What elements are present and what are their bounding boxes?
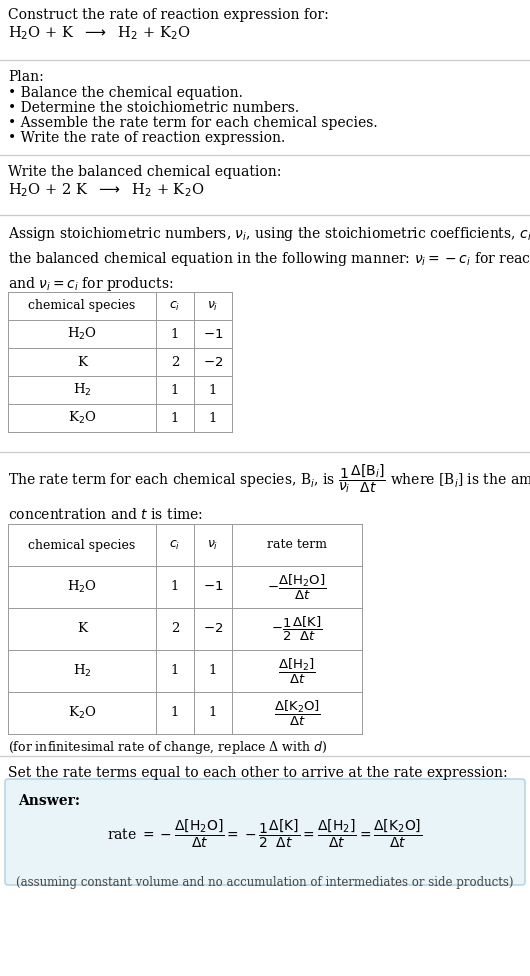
Text: $-1$: $-1$ — [203, 328, 223, 341]
Text: 1: 1 — [209, 384, 217, 396]
Text: (assuming constant volume and no accumulation of intermediates or side products): (assuming constant volume and no accumul… — [16, 876, 514, 889]
Text: chemical species: chemical species — [29, 300, 136, 312]
Text: Set the rate terms equal to each other to arrive at the rate expression:: Set the rate terms equal to each other t… — [8, 766, 508, 780]
Text: H$_2$O: H$_2$O — [67, 326, 97, 342]
Text: 1: 1 — [171, 707, 179, 719]
Text: H$_2$O: H$_2$O — [67, 579, 97, 595]
Text: 1: 1 — [171, 581, 179, 593]
Text: 1: 1 — [171, 665, 179, 677]
FancyBboxPatch shape — [5, 779, 525, 885]
Text: $-\dfrac{1}{2}\dfrac{\Delta[\mathrm{K}]}{\Delta t}$: $-\dfrac{1}{2}\dfrac{\Delta[\mathrm{K}]}… — [271, 615, 323, 643]
Text: Write the balanced chemical equation:: Write the balanced chemical equation: — [8, 165, 281, 179]
Text: $\dfrac{\Delta[\mathrm{K_2O}]}{\Delta t}$: $\dfrac{\Delta[\mathrm{K_2O}]}{\Delta t}… — [273, 699, 321, 728]
Text: The rate term for each chemical species, B$_i$, is $\dfrac{1}{\nu_i}\dfrac{\Delt: The rate term for each chemical species,… — [8, 462, 530, 522]
Text: Assign stoichiometric numbers, $\nu_i$, using the stoichiometric coefficients, $: Assign stoichiometric numbers, $\nu_i$, … — [8, 225, 530, 294]
Text: 1: 1 — [209, 707, 217, 719]
Text: $c_i$: $c_i$ — [170, 300, 181, 312]
Text: 1: 1 — [209, 665, 217, 677]
Text: $-\dfrac{\Delta[\mathrm{H_2O}]}{\Delta t}$: $-\dfrac{\Delta[\mathrm{H_2O}]}{\Delta t… — [267, 572, 326, 601]
Text: H$_2$O + 2 K  $\longrightarrow$  H$_2$ + K$_2$O: H$_2$O + 2 K $\longrightarrow$ H$_2$ + K… — [8, 181, 204, 199]
Text: K: K — [77, 623, 87, 635]
Text: K$_2$O: K$_2$O — [68, 705, 96, 721]
Text: 2: 2 — [171, 355, 179, 369]
Text: K$_2$O: K$_2$O — [68, 410, 96, 427]
Text: 1: 1 — [171, 412, 179, 425]
Text: Plan:: Plan: — [8, 70, 44, 84]
Text: H$_2$: H$_2$ — [73, 382, 91, 398]
Text: (for infinitesimal rate of change, replace Δ with $d$): (for infinitesimal rate of change, repla… — [8, 739, 328, 756]
Text: $-2$: $-2$ — [203, 355, 223, 369]
Text: H$_2$O + K  $\longrightarrow$  H$_2$ + K$_2$O: H$_2$O + K $\longrightarrow$ H$_2$ + K$_… — [8, 24, 190, 42]
Text: $-2$: $-2$ — [203, 623, 223, 635]
Text: $\nu_i$: $\nu_i$ — [207, 539, 219, 551]
Text: • Assemble the rate term for each chemical species.: • Assemble the rate term for each chemic… — [8, 116, 377, 130]
Text: $\dfrac{\Delta[\mathrm{H_2}]}{\Delta t}$: $\dfrac{\Delta[\mathrm{H_2}]}{\Delta t}$ — [278, 657, 316, 685]
Text: $\nu_i$: $\nu_i$ — [207, 300, 219, 312]
Text: Answer:: Answer: — [18, 794, 80, 808]
Text: $-1$: $-1$ — [203, 581, 223, 593]
Text: 1: 1 — [209, 412, 217, 425]
Text: • Write the rate of reaction expression.: • Write the rate of reaction expression. — [8, 131, 285, 145]
Text: Construct the rate of reaction expression for:: Construct the rate of reaction expressio… — [8, 8, 329, 22]
Text: H$_2$: H$_2$ — [73, 663, 91, 679]
Text: chemical species: chemical species — [29, 539, 136, 551]
Text: $c_i$: $c_i$ — [170, 539, 181, 551]
Text: 2: 2 — [171, 623, 179, 635]
Text: • Balance the chemical equation.: • Balance the chemical equation. — [8, 86, 243, 100]
Text: K: K — [77, 355, 87, 369]
Text: rate $= -\dfrac{\Delta[\mathrm{H_2O}]}{\Delta t} = -\dfrac{1}{2}\dfrac{\Delta[\m: rate $= -\dfrac{\Delta[\mathrm{H_2O}]}{\… — [107, 818, 423, 850]
Text: • Determine the stoichiometric numbers.: • Determine the stoichiometric numbers. — [8, 101, 299, 115]
Text: 1: 1 — [171, 384, 179, 396]
Text: 1: 1 — [171, 328, 179, 341]
Text: rate term: rate term — [267, 539, 327, 551]
